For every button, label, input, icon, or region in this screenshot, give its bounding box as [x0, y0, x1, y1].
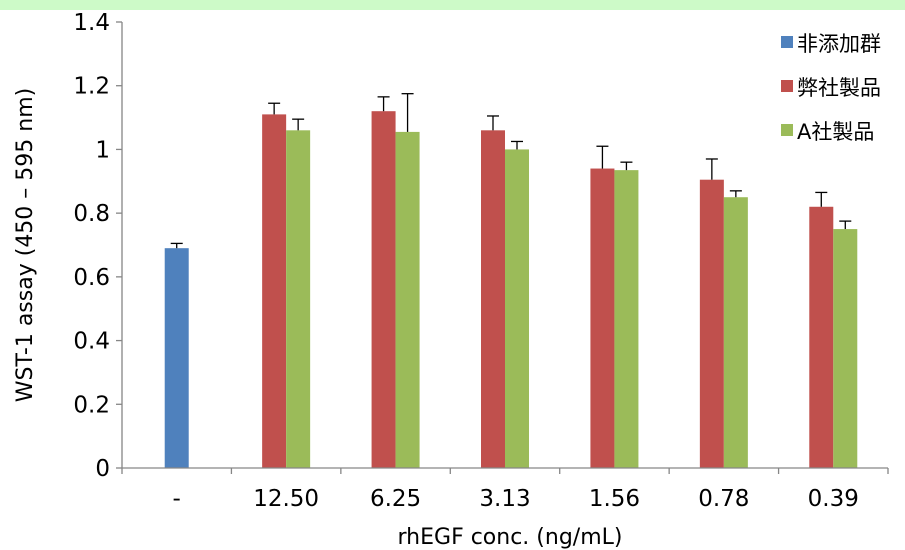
axes: [116, 21, 889, 474]
bar: [614, 170, 639, 468]
x-tick-label: 0.39: [808, 486, 859, 512]
y-tick-labels: 0 0.2 0.4 0.6 0.8 1 1.2 1.4: [73, 10, 110, 482]
legend-swatch: [781, 36, 793, 48]
bar: [262, 114, 287, 468]
bar: [371, 111, 396, 468]
x-tick-label: 3.13: [479, 486, 530, 512]
x-tick-label: 1.56: [589, 486, 640, 512]
bar: [505, 149, 529, 468]
bars: [164, 111, 858, 469]
legend-swatch: [781, 80, 793, 92]
error-bars: [170, 93, 852, 249]
bar: [481, 130, 505, 469]
y-tick-label: 0: [95, 456, 110, 482]
y-tick-label: 1.2: [73, 74, 110, 100]
bar: [809, 206, 834, 468]
x-tick-label: -: [173, 486, 181, 512]
y-tick-label: 0.4: [73, 329, 110, 355]
x-tick-label: 0.78: [698, 486, 749, 512]
x-tick-labels: - 12.50 6.25 3.13 1.56 0.78 0.39: [173, 486, 859, 512]
bar: [699, 179, 724, 468]
x-tick-label: 12.50: [253, 486, 319, 512]
legend-label: 弊社製品: [797, 76, 881, 100]
legend-label: A社製品: [797, 120, 874, 144]
y-tick-label: 1.4: [73, 10, 110, 36]
legend-label: 非添加群: [797, 32, 881, 56]
bar: [395, 131, 420, 468]
legend-swatch: [781, 124, 793, 136]
x-tick-label: 6.25: [370, 486, 421, 512]
y-tick-label: 0.8: [73, 201, 110, 227]
bar: [723, 197, 748, 468]
bar: [833, 229, 858, 468]
bar: [590, 168, 615, 469]
x-axis-title: rhEGF conc. (ng/mL): [398, 525, 623, 550]
y-tick-label: 0.6: [73, 265, 110, 291]
bar: [164, 248, 189, 468]
top-band: [0, 0, 905, 10]
bar: [286, 130, 311, 469]
y-axis-title: WST-1 assay (450 – 595 nm): [13, 88, 38, 402]
y-tick-label: 0.2: [73, 392, 110, 418]
y-tick-label: 1: [95, 137, 110, 163]
